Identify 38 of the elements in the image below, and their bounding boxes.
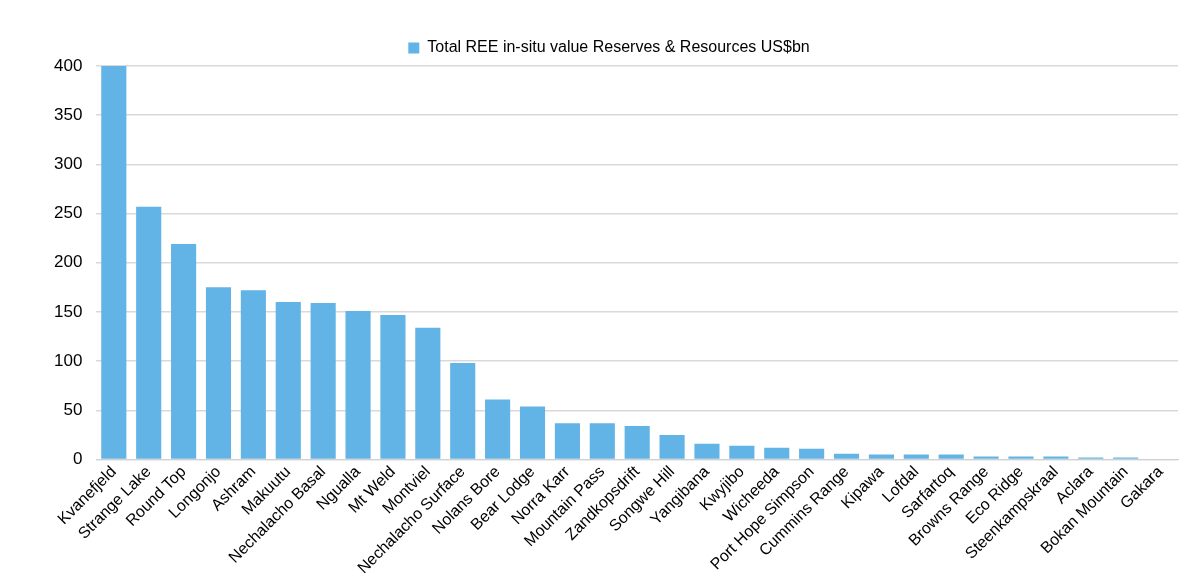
bar [729, 445, 755, 459]
bar [694, 443, 720, 459]
bar [973, 456, 999, 459]
bar [833, 453, 860, 459]
bar [519, 406, 546, 459]
bar [310, 303, 336, 459]
bar [554, 423, 580, 459]
y-tick-label: 250 [53, 203, 83, 223]
y-tick-label: 0 [72, 449, 83, 469]
bar [764, 447, 790, 459]
bar [450, 363, 476, 459]
y-tick-label: 200 [53, 252, 83, 272]
bar [1008, 456, 1034, 459]
bar [659, 434, 685, 459]
bar [938, 454, 964, 459]
bar [171, 244, 197, 459]
y-tick-label: 300 [53, 154, 83, 174]
legend-label: Total REE in-situ value Reserves & Resources US$bn [427, 38, 810, 56]
bar [240, 290, 266, 459]
bar [799, 448, 825, 459]
y-tick-label: 350 [53, 104, 83, 124]
bar [903, 454, 929, 459]
bar [136, 206, 162, 459]
bar [868, 454, 894, 459]
bar [205, 287, 232, 459]
y-tick-label: 100 [53, 350, 83, 370]
bar [101, 66, 127, 459]
bar [1043, 456, 1069, 459]
bar [624, 426, 650, 459]
bar [345, 310, 371, 459]
bar [380, 314, 406, 459]
y-tick-label: 50 [63, 400, 83, 420]
bar [415, 327, 441, 459]
y-tick-label: 400 [53, 55, 83, 75]
bar [485, 399, 511, 459]
bar [275, 302, 301, 459]
bar [589, 423, 615, 459]
y-tick-label: 150 [53, 301, 83, 321]
